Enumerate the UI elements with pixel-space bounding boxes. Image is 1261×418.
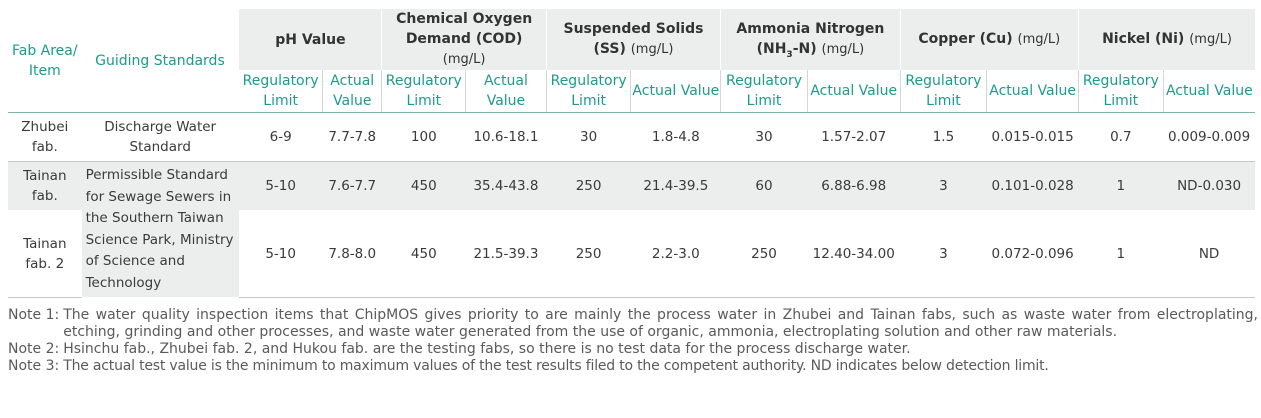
table-row: Zhubei fab. Discharge Water Standard 6-9… [8,112,1255,162]
header-group-row: Fab Area/ Item Guiding Standards pH Valu… [8,9,1255,113]
ph-group-header: pH Value [238,9,382,70]
value-cell: 3 [900,210,987,298]
value-cell: 7.7-7.8 [322,112,382,162]
fab-cell: Zhubei fab. [8,112,82,162]
ammonia-actual-value-header: Actual Value [806,70,901,113]
ss-group-header: Suspended Solids (SS) (mg/L) [545,9,721,70]
value-cell: 6.88-6.98 [807,161,901,211]
copper-actual-value-header: Actual Value [986,70,1079,113]
value-cell: 12.40-34.00 [807,210,901,298]
value-cell: 450 [381,210,466,298]
header-sub-row: Regulatory Limit Actual Value Regulatory… [8,70,1255,113]
value-cell: 0.101-0.028 [986,161,1079,211]
value-cell: 0.7 [1078,112,1164,162]
fab-cell: Tainan fab. 2 [8,210,82,298]
cod-regulatory-limit-header: Regulatory Limit [381,70,466,113]
value-cell: 1 [1078,210,1164,298]
value-cell: 0.015-0.015 [986,112,1079,162]
table-row: Tainan fab. 2 5-10 7.8-8.0 450 21.5-39.3… [8,210,1255,298]
value-cell: 7.6-7.7 [322,161,382,211]
value-cell: 21.4-39.5 [630,161,721,211]
note-1: Note 1: The water quality inspection ite… [8,307,1258,341]
value-cell: 60 [720,161,808,211]
value-cell: 450 [381,161,466,211]
ammonia-group-header: Ammonia Nitrogen (NH3-N) (mg/L) [720,9,901,70]
value-cell: 250 [720,210,808,298]
ph-regulatory-limit-header: Regulatory Limit [238,70,323,113]
water-quality-table: Fab Area/ Item Guiding Standards pH Valu… [8,9,1255,298]
note-3: Note 3: The actual test value is the min… [8,358,1258,375]
value-cell: 1.57-2.07 [807,112,901,162]
value-cell: 1.8-4.8 [630,112,721,162]
copper-group-header: Copper (Cu) (mg/L) [899,9,1079,70]
fab-cell: Tainan fab. [8,161,82,211]
value-cell: 250 [546,210,631,298]
note-text: Hsinchu fab., Zhubei fab. 2, and Hukou f… [63,341,911,357]
standard-cell: Discharge Water Standard [81,112,239,162]
value-cell: ND [1163,210,1255,298]
value-cell: 10.6-18.1 [465,112,547,162]
ss-regulatory-limit-header: Regulatory Limit [545,70,631,113]
note-label: Note 2: [8,341,60,357]
ammonia-regulatory-limit-header: Regulatory Limit [720,70,808,113]
value-cell: 30 [546,112,631,162]
fab-area-header: Fab Area/ Item [8,9,82,113]
value-cell: 5-10 [238,161,323,211]
copper-regulatory-limit-header: Regulatory Limit [899,70,987,113]
value-cell: 35.4-43.8 [465,161,547,211]
value-cell: 30 [720,112,808,162]
ph-actual-value-header: Actual Value [321,70,382,113]
value-cell: 0.072-0.096 [986,210,1079,298]
value-cell: ND-0.030 [1163,161,1255,211]
note-label: Note 3: [8,358,60,374]
value-cell: 1.5 [900,112,987,162]
table-row: Tainan fab. Permissible Standard for Sew… [8,161,1255,298]
note-label: Note 1: [8,307,60,323]
note-text: The water quality inspection items that … [63,307,1258,340]
value-cell: 21.5-39.3 [465,210,547,298]
notes-section: Note 1: The water quality inspection ite… [8,307,1258,375]
value-cell: 1 [1078,161,1164,211]
nickel-actual-value-header: Actual Value [1162,70,1255,113]
cod-actual-value-header: Actual Value [465,70,547,113]
note-text: The actual test value is the minimum to … [63,358,1049,374]
value-cell: 5-10 [238,210,323,298]
value-cell: 250 [546,161,631,211]
value-cell: 7.8-8.0 [322,210,382,298]
nickel-regulatory-limit-header: Regulatory Limit [1078,70,1164,113]
value-cell: 6-9 [238,112,323,162]
nickel-group-header: Nickel (Ni) (mg/L) [1078,9,1255,70]
value-cell: 100 [381,112,466,162]
value-cell: 3 [900,161,987,211]
ss-actual-value-header: Actual Value [630,70,721,113]
value-cell: 2.2-3.0 [630,210,721,298]
note-2: Note 2: Hsinchu fab., Zhubei fab. 2, and… [8,341,1258,358]
standard-cell: Permissible Standard for Sewage Sewers i… [81,161,239,298]
guiding-standards-header: Guiding Standards [81,9,239,113]
cod-group-header: Chemical Oxygen Demand (COD) (mg/L) [381,9,547,70]
value-cell: 0.009-0.009 [1163,112,1255,162]
